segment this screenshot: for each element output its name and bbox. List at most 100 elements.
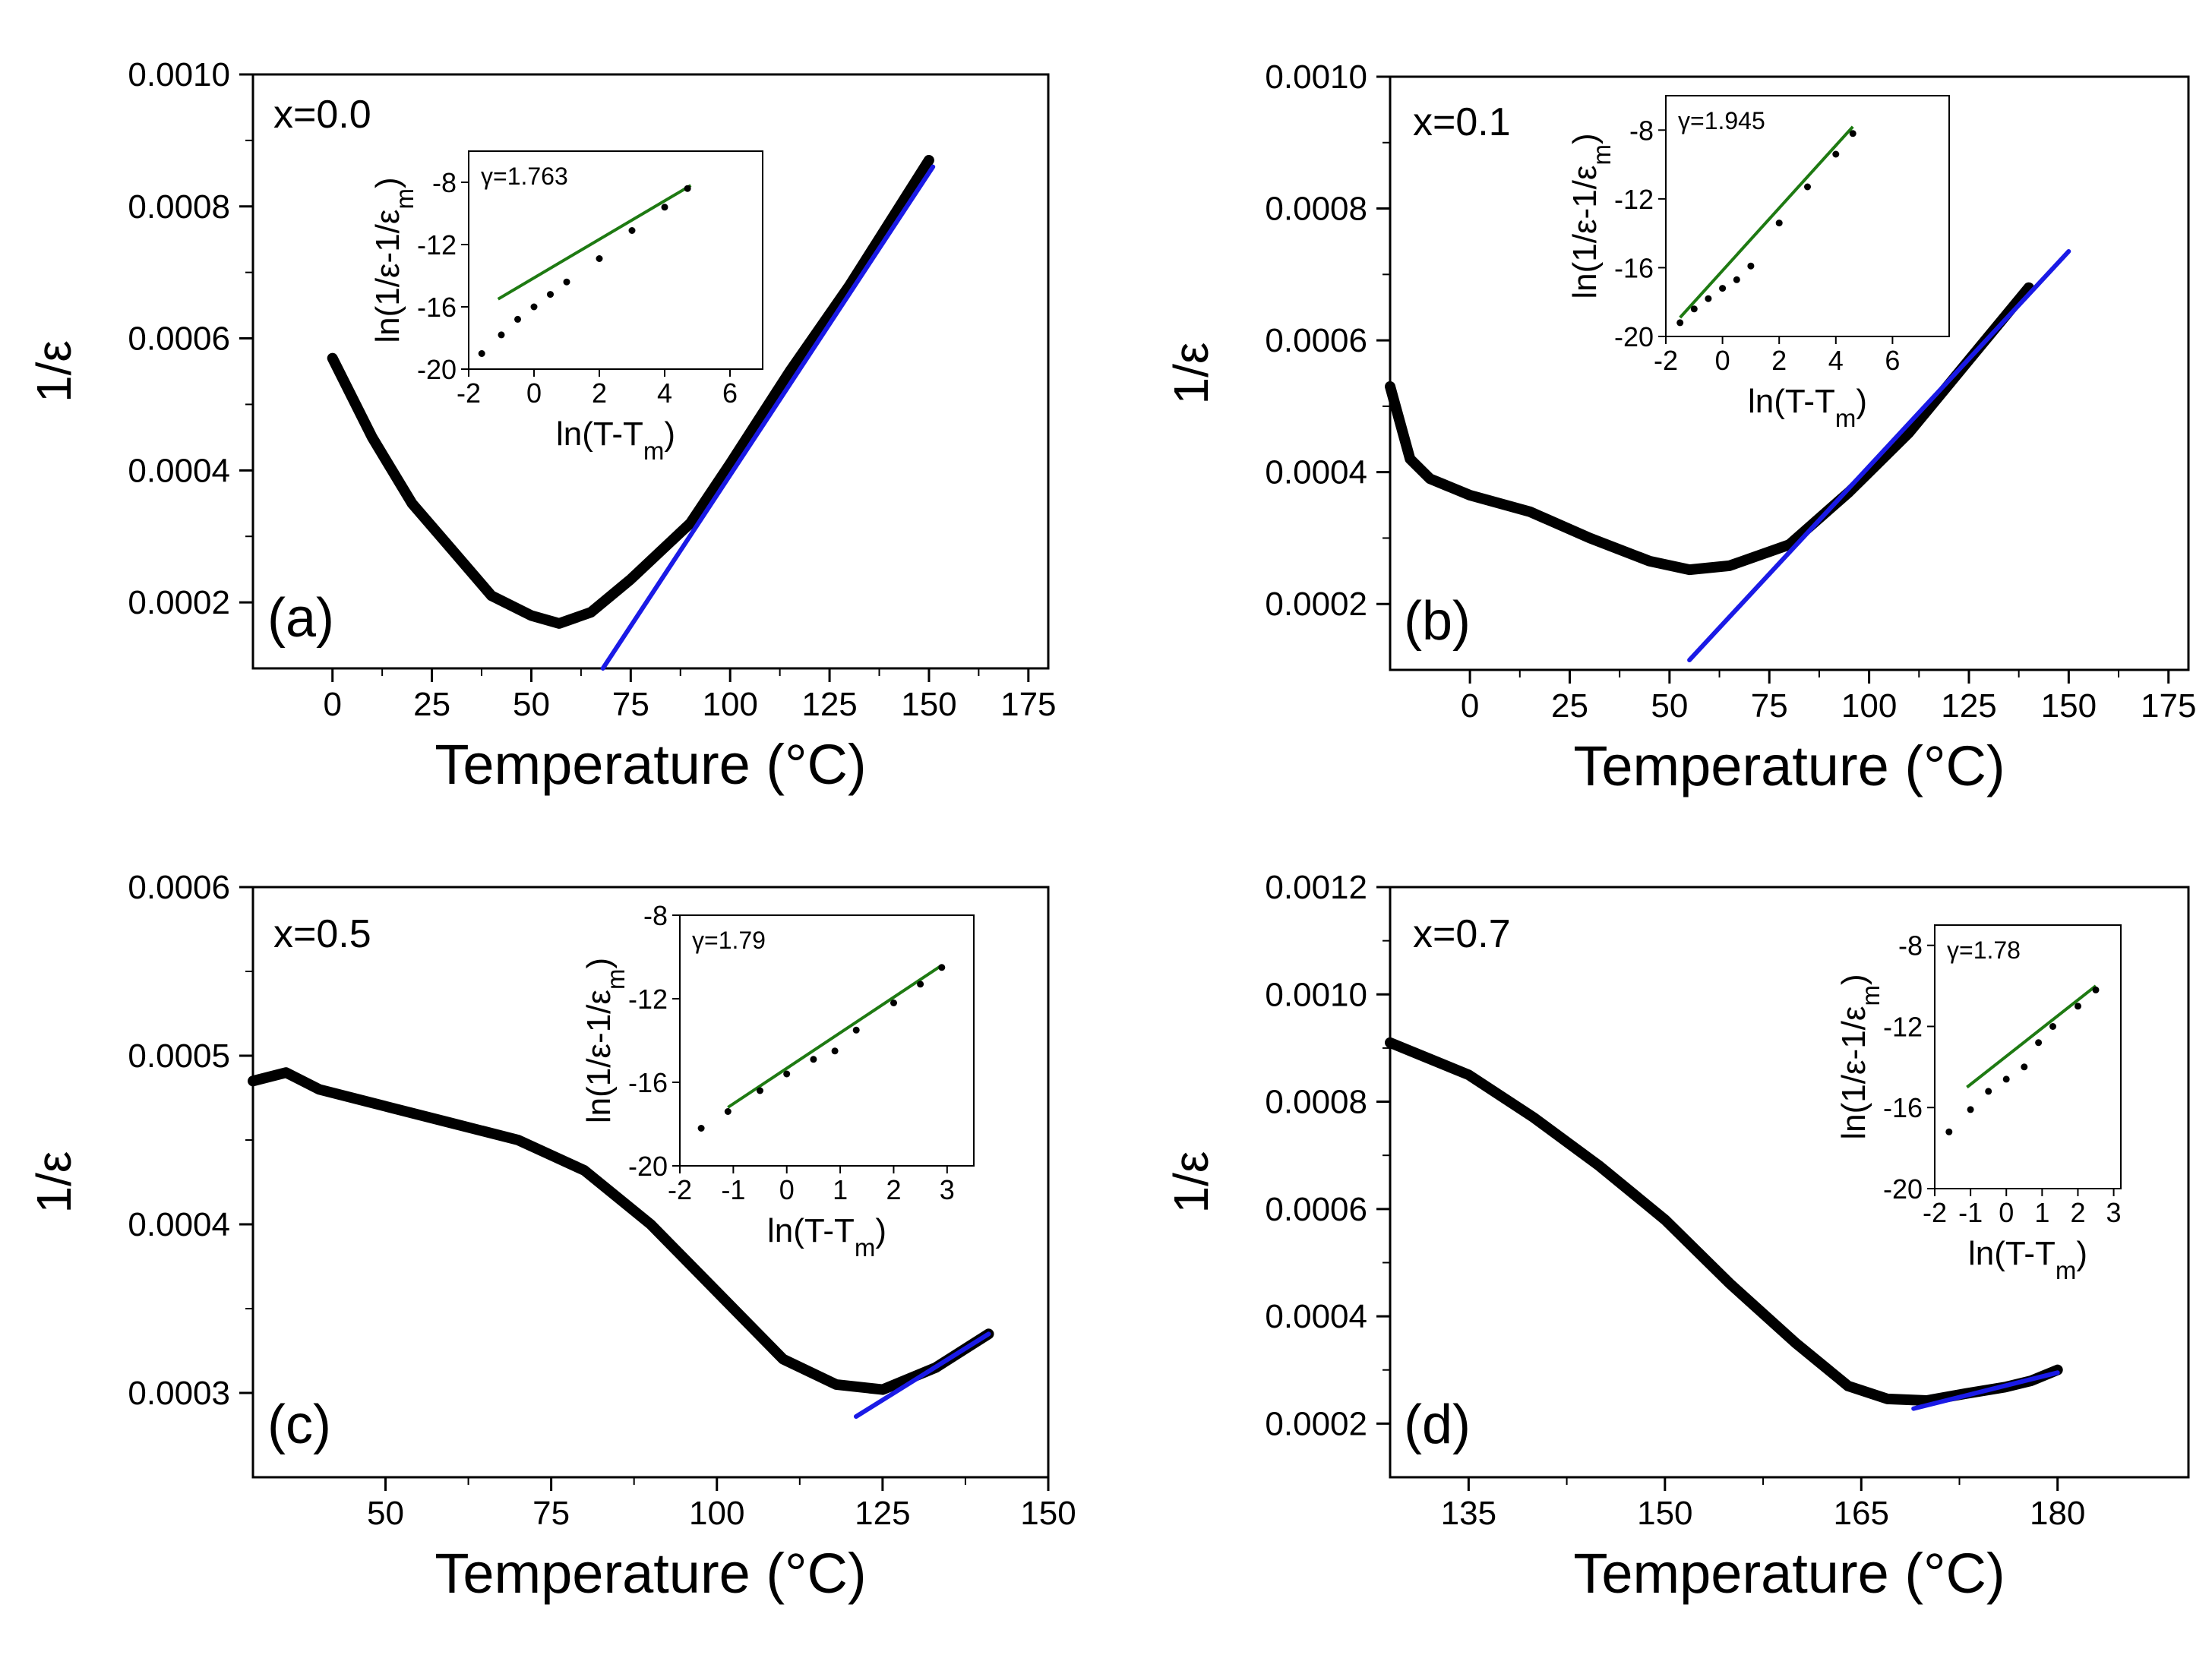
gamma-label: γ=1.763 (481, 163, 568, 190)
text-part: ) (875, 1212, 886, 1249)
y-tick-label: 0.0012 (1265, 869, 1367, 906)
inset-fit-line (497, 184, 692, 301)
inset-x-tick-label: 2 (2070, 1197, 2085, 1228)
y-tick-label: 0.0010 (128, 56, 230, 93)
inset-x-tick-label: 0 (1999, 1197, 2014, 1228)
inset-data-point (596, 255, 603, 262)
inset-x-axis-title: ln(T-Tm) (1968, 1235, 2087, 1284)
inset-x-tick-label: 4 (1828, 345, 1844, 376)
plot-frame (251, 73, 1050, 670)
x-tick-label: 175 (1000, 686, 1056, 723)
y-tick-label: 0.0008 (1265, 1084, 1367, 1121)
x-tick-label: 135 (1441, 1495, 1496, 1532)
inset-x-tick-label: 1 (833, 1174, 848, 1205)
subscript: m (643, 437, 665, 465)
inset-y-tick-label: -16 (1883, 1092, 1923, 1123)
x-tick-label: 100 (702, 686, 757, 723)
y-tick-label: 0.0008 (1265, 191, 1367, 228)
inset-data-point (628, 227, 636, 234)
inset-frame (1665, 95, 1950, 337)
inset-y-tick-label: -12 (1883, 1011, 1923, 1042)
chart-panel-c: 50 75 100 125 150 0.0003 0.0004 0.0005 0.0006 Tem… (27, 869, 1076, 1605)
y-tick-label: 0.0006 (1265, 1191, 1367, 1228)
x-tick-label: 150 (1020, 1495, 1076, 1532)
subscript: m (855, 1233, 876, 1262)
y-axis-title: 1/ε (27, 340, 81, 403)
inset-x-tick-label: 2 (592, 377, 607, 409)
inset-data-point (514, 315, 521, 323)
inset-data-point (498, 331, 505, 339)
inset-data-point (890, 1000, 897, 1006)
panel-letter: (c) (267, 1394, 331, 1455)
inset-data-point (2075, 1003, 2081, 1010)
x-tick-label: 75 (532, 1495, 570, 1532)
x-tick-label: 150 (901, 686, 956, 723)
panel-letter: (d) (1404, 1394, 1471, 1455)
x-tick-label: 125 (855, 1495, 910, 1532)
x-tick-label: 165 (1834, 1495, 1889, 1532)
inset-y-axis-title: ln(1/ε-1/εm) (580, 958, 630, 1123)
inset-data-point (2092, 986, 2100, 993)
text-part: ) (2076, 1235, 2087, 1272)
data-series-line (1385, 282, 2034, 576)
gamma-label: γ=1.79 (692, 927, 766, 954)
inset-x-tick-label: -2 (1654, 345, 1678, 376)
y-axis-title: 1/ε (1164, 343, 1218, 405)
inset-data-point (547, 291, 554, 298)
inset-frame (468, 150, 763, 370)
inset-data-point (1690, 305, 1698, 313)
text-part: ln(T-T (556, 415, 643, 453)
inset-fit-line (1966, 984, 2097, 1089)
inset-data-point (810, 1056, 817, 1063)
x-axis-title: Temperature (°C) (1573, 734, 2005, 797)
inset-y-axis-title: ln(1/ε-1/εm) (369, 177, 419, 343)
inset-x-tick-label: -2 (457, 377, 481, 409)
inset-data-point (1719, 285, 1727, 292)
inset-data-point (1705, 295, 1712, 302)
inset-y-axis-title: ln(1/ε-1/εm) (1566, 133, 1616, 298)
inset-data-point (938, 964, 946, 971)
plot-frame (251, 886, 1050, 1479)
inset-x-tick-label: -2 (1923, 1197, 1947, 1228)
inset-x-tick-label: 0 (1715, 345, 1730, 376)
inset-fit-line (727, 964, 943, 1109)
x-tick-label: 175 (2141, 687, 2196, 725)
inset-x-tick-label: -2 (668, 1174, 692, 1205)
x-axis-title: Temperature (°C) (434, 733, 866, 796)
text-part: ln(T-T (767, 1212, 855, 1249)
inset-plot: -2 -1 0 1 2 3-20-16-12-8ln(T-Tm)ln(1/ε-1/εm)γ… (580, 900, 975, 1262)
inset-data-point (661, 204, 668, 211)
inset-x-tick-label: -1 (721, 1174, 745, 1205)
x-axis-title: Temperature (°C) (1573, 1542, 2005, 1605)
inset-y-tick-label: -16 (417, 292, 457, 323)
inset-y-tick-label: -12 (1614, 184, 1654, 215)
subscript: m (390, 188, 419, 210)
x-tick-label: 25 (413, 686, 450, 723)
inset-x-tick-label: 3 (940, 1174, 955, 1205)
y-tick-label: 0.0004 (1265, 454, 1367, 491)
inset-data-point (530, 303, 538, 311)
fit-line (1687, 249, 2071, 662)
fit-line (1911, 1370, 2060, 1411)
inset-data-point (1985, 1088, 1992, 1095)
inset-x-tick-label: 2 (1771, 345, 1787, 376)
inset-y-tick-label: -16 (1614, 252, 1654, 283)
inset-data-point (1967, 1106, 1974, 1113)
text-part: ) (1856, 383, 1867, 420)
inset-x-tick-label: -1 (1958, 1197, 1983, 1228)
text-part: ) (580, 958, 618, 969)
inset-frame (1934, 924, 2122, 1189)
x-tick-label: 50 (367, 1495, 404, 1532)
x-tick-label: 180 (2030, 1495, 2085, 1532)
inset-fit-line (1679, 125, 1854, 319)
inset-x-tick-label: 0 (779, 1174, 795, 1205)
inset-y-tick-label: -20 (1883, 1173, 1923, 1205)
text-part: ln(1/ε-1/ε (580, 990, 618, 1123)
y-tick-label: 0.0002 (128, 584, 230, 621)
inset-x-tick-label: 0 (526, 377, 542, 409)
y-tick-label: 0.0004 (1265, 1298, 1367, 1335)
inset-data-point (563, 278, 570, 286)
x-tick-label: 0 (323, 686, 341, 723)
inset-data-point (1945, 1128, 1953, 1135)
inset-y-tick-label: -8 (432, 167, 457, 198)
